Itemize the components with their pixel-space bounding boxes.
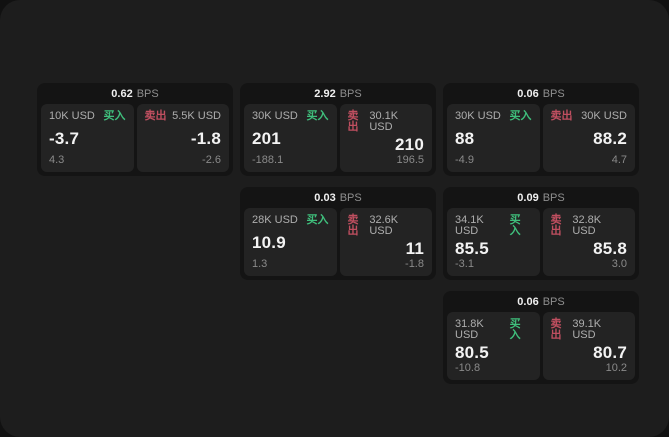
bps-unit: BPS bbox=[339, 191, 362, 204]
bps-unit: BPS bbox=[542, 87, 565, 100]
bps-unit: BPS bbox=[339, 87, 362, 100]
quote-card: 0.06 BPS 31.8K USD 买入 80.5 -10.8 卖出 39.1… bbox=[443, 291, 639, 384]
buy-tag: 买入 bbox=[509, 318, 521, 341]
buy-panel[interactable]: 30K USD 买入 201 -188.1 bbox=[244, 104, 337, 172]
bps-value: 0.06 bbox=[517, 87, 539, 100]
buy-panel[interactable]: 28K USD 买入 10.9 1.3 bbox=[244, 208, 337, 276]
spread-header: 0.62 BPS bbox=[41, 83, 229, 104]
spread-header: 0.09 BPS bbox=[447, 187, 635, 208]
sell-delta: 196.5 bbox=[396, 154, 424, 166]
sell-delta: 3.0 bbox=[611, 258, 627, 270]
buy-panel[interactable]: 10K USD 买入 -3.7 4.3 bbox=[41, 104, 134, 172]
buy-price: -3.7 bbox=[49, 129, 80, 148]
sell-panel[interactable]: 卖出 32.8K USD 85.8 3.0 bbox=[542, 208, 635, 276]
sell-tag: 卖出 bbox=[550, 214, 562, 237]
buy-tag: 买入 bbox=[306, 110, 329, 122]
bps-unit: BPS bbox=[136, 87, 159, 100]
quote-card: 0.03 BPS 28K USD 买入 10.9 1.3 卖出 32.6K US… bbox=[240, 187, 436, 280]
quote-card: 0.09 BPS 34.1K USD 买入 85.5 -3.1 卖出 32.8K… bbox=[443, 187, 639, 280]
bps-value: 0.06 bbox=[517, 295, 539, 308]
buy-price: 10.9 bbox=[252, 233, 286, 252]
sell-tag: 卖出 bbox=[347, 110, 359, 133]
buy-notional: 34.1K USD bbox=[455, 214, 484, 237]
buy-tag: 买入 bbox=[103, 110, 126, 122]
sell-tag: 卖出 bbox=[347, 214, 359, 237]
sell-price: 80.7 bbox=[593, 342, 627, 362]
quote-card: 2.92 BPS 30K USD 买入 201 -188.1 卖出 30.1K … bbox=[240, 83, 436, 176]
sell-tag: 卖出 bbox=[550, 110, 573, 122]
buy-delta: -3.1 bbox=[455, 258, 474, 270]
buy-tag: 买入 bbox=[306, 214, 329, 226]
sell-price: 210 bbox=[395, 134, 424, 154]
sell-panel[interactable]: 卖出 32.6K USD 11 -1.8 bbox=[339, 208, 432, 276]
sell-delta: 4.7 bbox=[611, 154, 627, 166]
sell-notional: 32.8K USD bbox=[572, 214, 602, 237]
bps-unit: BPS bbox=[542, 295, 565, 308]
spread-header: 2.92 BPS bbox=[244, 83, 432, 104]
buy-delta: 4.3 bbox=[49, 154, 65, 166]
sell-delta: -1.8 bbox=[405, 258, 424, 270]
buy-delta: -4.9 bbox=[455, 154, 474, 166]
sell-delta: 10.2 bbox=[605, 362, 627, 374]
sell-price: 88.2 bbox=[593, 129, 627, 148]
buy-price: 201 bbox=[252, 129, 281, 148]
bps-value: 0.03 bbox=[314, 191, 336, 204]
sell-tag: 卖出 bbox=[144, 110, 167, 122]
sell-panel[interactable]: 卖出 30.1K USD 210 196.5 bbox=[339, 104, 432, 172]
buy-panel[interactable]: 30K USD 买入 88 -4.9 bbox=[447, 104, 540, 172]
quote-card: 0.06 BPS 30K USD 买入 88 -4.9 卖出 30K USD 8… bbox=[443, 83, 639, 176]
sell-delta: -2.6 bbox=[202, 154, 221, 166]
bps-value: 0.09 bbox=[517, 191, 539, 204]
spread-header: 0.06 BPS bbox=[447, 83, 635, 104]
sell-panel[interactable]: 卖出 30K USD 88.2 4.7 bbox=[542, 104, 635, 172]
buy-panel[interactable]: 34.1K USD 买入 85.5 -3.1 bbox=[447, 208, 540, 276]
bps-value: 2.92 bbox=[314, 87, 336, 100]
buy-delta: -188.1 bbox=[252, 154, 284, 166]
buy-notional: 31.8K USD bbox=[455, 318, 484, 341]
sell-price: 11 bbox=[405, 238, 424, 258]
buy-price: 85.5 bbox=[455, 238, 489, 258]
buy-notional: 28K USD bbox=[252, 214, 298, 226]
sell-price: 85.8 bbox=[593, 238, 627, 258]
quote-grid: 0.62 BPS 10K USD 买入 -3.7 4.3 卖出 5.5K USD… bbox=[37, 83, 639, 384]
buy-delta: 1.3 bbox=[252, 258, 268, 270]
buy-price: 80.5 bbox=[455, 342, 489, 362]
buy-panel[interactable]: 31.8K USD 买入 80.5 -10.8 bbox=[447, 312, 540, 380]
bps-unit: BPS bbox=[542, 191, 565, 204]
spread-header: 0.03 BPS bbox=[244, 187, 432, 208]
buy-delta: -10.8 bbox=[455, 362, 481, 374]
sell-notional: 39.1K USD bbox=[572, 318, 602, 341]
sell-notional: 30.1K USD bbox=[369, 110, 399, 133]
buy-tag: 买入 bbox=[509, 110, 532, 122]
sell-notional: 5.5K USD bbox=[172, 110, 221, 122]
buy-notional: 30K USD bbox=[252, 110, 298, 122]
buy-notional: 30K USD bbox=[455, 110, 501, 122]
sell-panel[interactable]: 卖出 39.1K USD 80.7 10.2 bbox=[542, 312, 635, 380]
sell-tag: 卖出 bbox=[550, 318, 562, 341]
buy-price: 88 bbox=[455, 129, 475, 148]
quote-card: 0.62 BPS 10K USD 买入 -3.7 4.3 卖出 5.5K USD… bbox=[37, 83, 233, 176]
sell-notional: 30K USD bbox=[581, 110, 627, 122]
buy-notional: 10K USD bbox=[49, 110, 95, 122]
sell-price: -1.8 bbox=[190, 129, 221, 148]
sell-panel[interactable]: 卖出 5.5K USD -1.8 -2.6 bbox=[136, 104, 229, 172]
bps-value: 0.62 bbox=[111, 87, 133, 100]
buy-tag: 买入 bbox=[509, 214, 521, 237]
sell-notional: 32.6K USD bbox=[369, 214, 399, 237]
spread-header: 0.06 BPS bbox=[447, 291, 635, 312]
